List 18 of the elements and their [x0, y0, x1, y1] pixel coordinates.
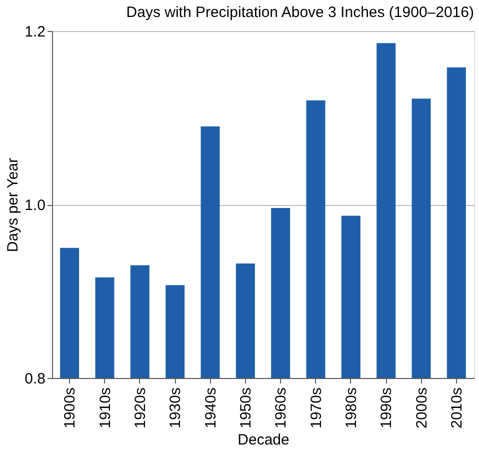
x-tick-label: 1930s: [167, 388, 184, 428]
x-tick-label: 1940s: [202, 388, 220, 428]
x-tick-label: 1910s: [96, 388, 114, 428]
y-tick-label: 1.0: [24, 197, 46, 214]
y-tick-label: 0.8: [24, 370, 46, 388]
x-tick-label: 2000s: [413, 388, 430, 428]
y-axis-title: Days per Year: [4, 158, 22, 252]
x-tick-label: 1980s: [342, 388, 360, 428]
x-tick-label: 1900s: [62, 388, 79, 428]
x-tick-label: 1950s: [237, 388, 254, 428]
x-tick-label: 1920s: [132, 388, 149, 428]
x-axis-title: Decade: [238, 431, 290, 448]
x-tick-label: 1960s: [272, 388, 290, 428]
y-tick-label: 1.2: [24, 24, 46, 40]
x-tick-label: 1970s: [308, 388, 325, 428]
x-tick-label: 1990s: [378, 388, 396, 428]
x-tick-label: 2010s: [448, 388, 466, 428]
chart-title: Days with Precipitation Above 3 Inches (1900–2016): [126, 4, 474, 21]
